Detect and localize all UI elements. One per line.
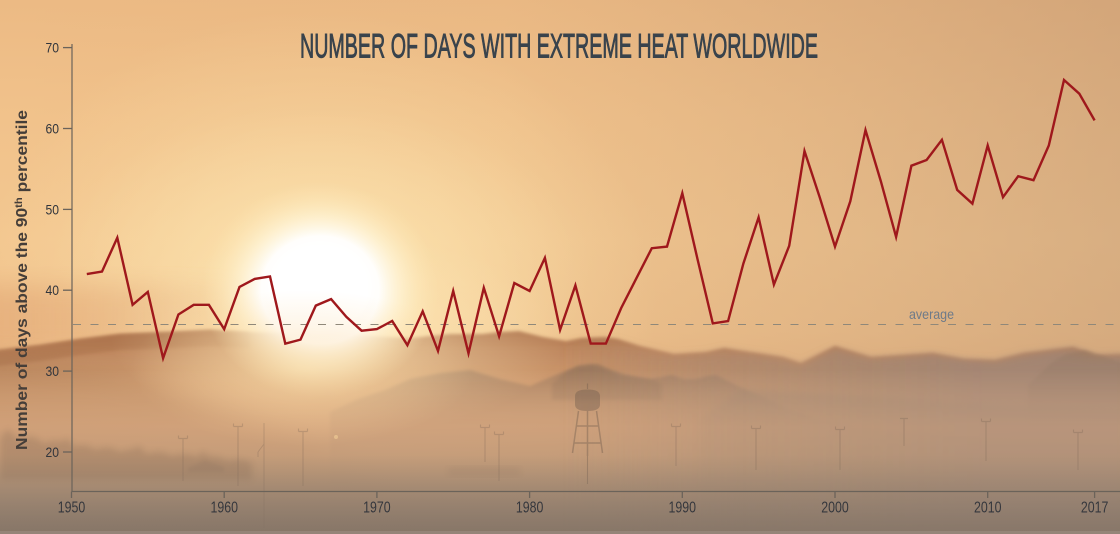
svg-text:2010: 2010 bbox=[974, 500, 1002, 517]
svg-text:2000: 2000 bbox=[821, 500, 849, 517]
svg-text:average: average bbox=[909, 306, 954, 322]
svg-text:1990: 1990 bbox=[669, 500, 697, 517]
svg-text:20: 20 bbox=[46, 444, 60, 460]
svg-text:30: 30 bbox=[46, 363, 60, 379]
svg-text:70: 70 bbox=[46, 40, 60, 56]
svg-text:50: 50 bbox=[46, 201, 60, 217]
svg-text:1980: 1980 bbox=[516, 500, 544, 517]
svg-text:40: 40 bbox=[46, 282, 60, 298]
svg-text:60: 60 bbox=[46, 121, 60, 137]
svg-text:1970: 1970 bbox=[363, 500, 391, 517]
svg-text:2017: 2017 bbox=[1081, 500, 1109, 517]
svg-text:1960: 1960 bbox=[210, 500, 238, 517]
svg-text:NUMBER OF DAYS WITH EXTREME HE: NUMBER OF DAYS WITH EXTREME HEAT WORLDWI… bbox=[300, 28, 818, 66]
svg-text:1950: 1950 bbox=[58, 500, 86, 517]
svg-text:Number of days above the 90th: Number of days above the 90th percentile bbox=[14, 110, 31, 450]
